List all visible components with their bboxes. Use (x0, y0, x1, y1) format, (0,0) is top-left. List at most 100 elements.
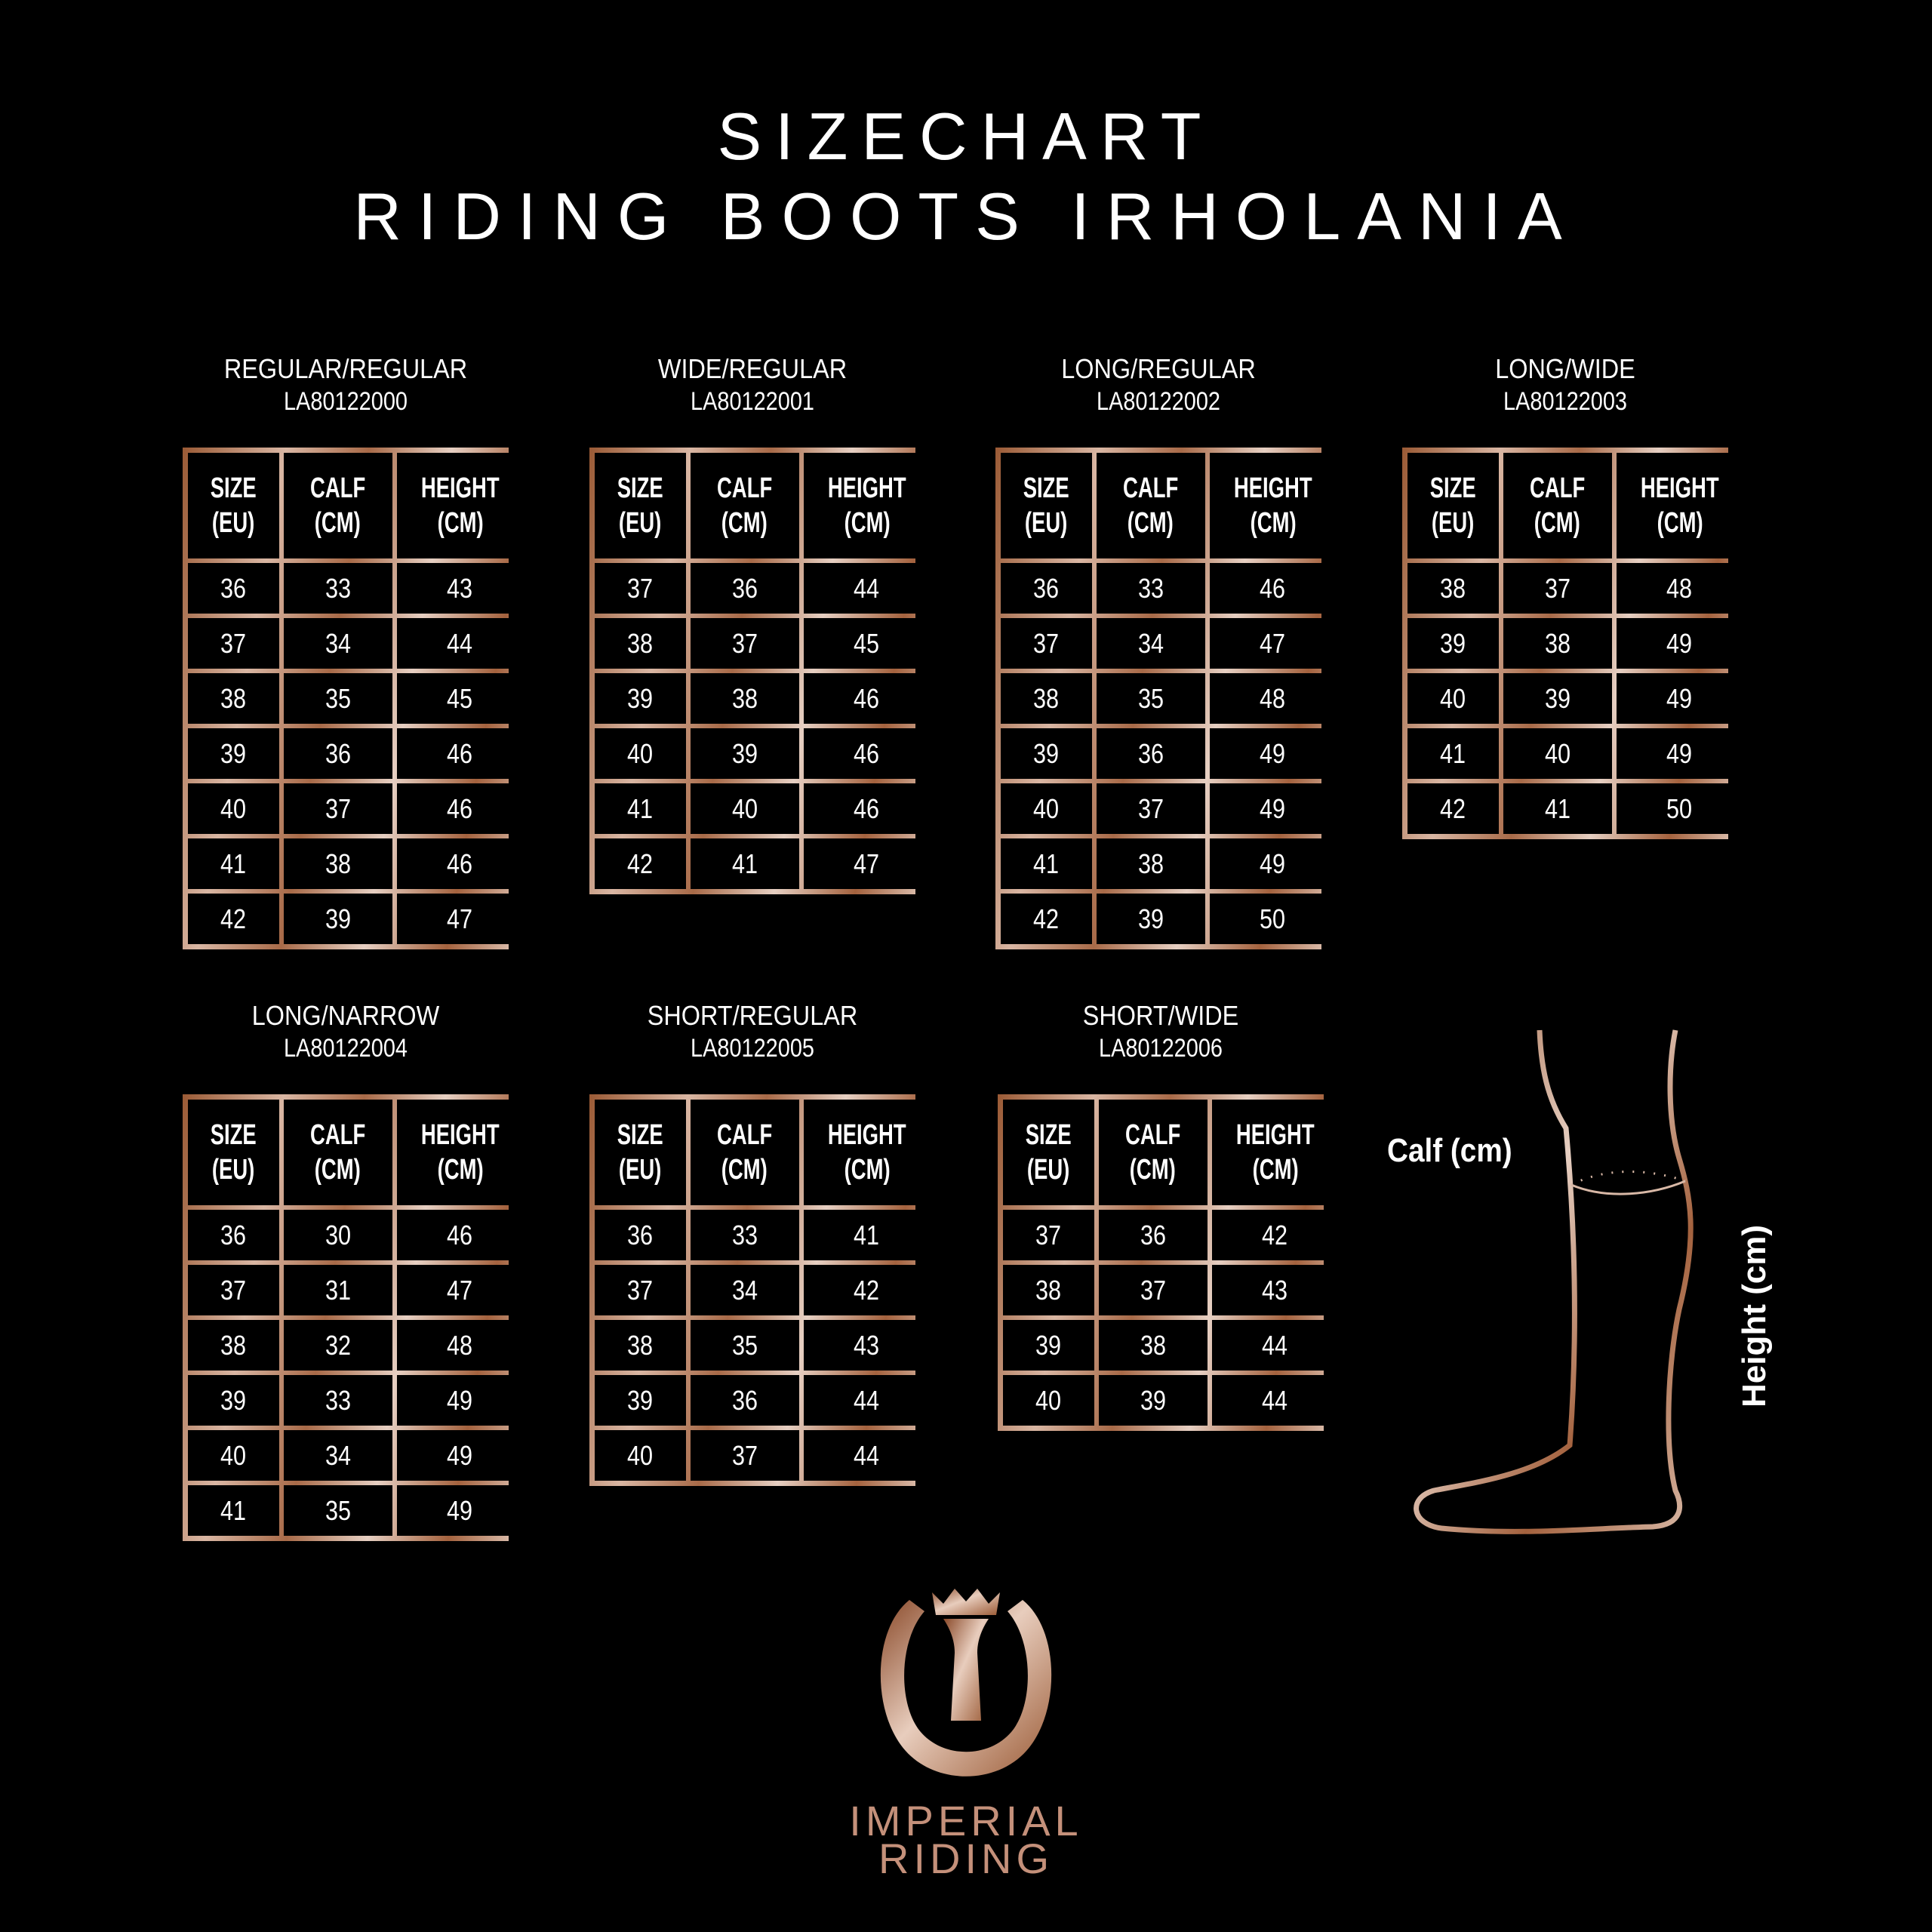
table-cell: 46 (804, 783, 930, 834)
cell-value: 47 (1260, 627, 1286, 659)
header-line: HEIGHT (420, 472, 500, 504)
table-cell: 37 (595, 563, 686, 614)
cell-value: 37 (220, 1274, 247, 1306)
size-group: SHORT/WIDE LA80122006 SIZE (EU) CALF (CM) HE… (998, 1000, 1338, 1431)
cell-value: 46 (854, 682, 880, 714)
cell-value: 36 (220, 1219, 247, 1251)
table-cell: 40 (691, 783, 799, 834)
table-cell: 49 (397, 1375, 523, 1426)
cell-value: 36 (731, 572, 758, 604)
logo-text-imperial: IMPERIAL (849, 1797, 1083, 1844)
table-cell: 46 (397, 728, 523, 779)
size-group: LONG/NARROW LA80122004 SIZE (EU) CALF (CM) H… (183, 1000, 523, 1541)
table-cell: 41 (804, 1210, 930, 1260)
table-cell: 36 (595, 1210, 686, 1260)
cell-value: 49 (447, 1439, 473, 1471)
group-name: SHORT/WIDE (1082, 1000, 1239, 1031)
table-cell: 43 (804, 1320, 930, 1371)
group-name: LONG/NARROW (251, 1000, 440, 1031)
table-cell: 45 (397, 673, 523, 724)
column-header: HEIGHT (CM) (397, 453, 523, 558)
header-line: SIZE (617, 1119, 664, 1151)
table-cell: 47 (397, 1265, 523, 1315)
cell-value: 42 (1033, 903, 1060, 934)
cell-value: 40 (731, 792, 758, 824)
table-cell: 34 (284, 618, 392, 669)
cell-value: 42 (1440, 792, 1466, 824)
table-cell: 39 (1097, 894, 1205, 944)
size-table: SIZE (EU) CALF (CM) HEIGHT (CM) 37 36 44 38 37 45 39… (589, 448, 930, 894)
size-group: LONG/WIDE LA80122003 SIZE (EU) CALF (CM) HEI… (1402, 353, 1743, 839)
cell-value: 41 (1440, 737, 1466, 769)
cell-value: 47 (447, 1274, 473, 1306)
table-cell: 40 (1503, 728, 1612, 779)
table-cell: 39 (595, 1375, 686, 1426)
table-cell: 38 (188, 1320, 279, 1371)
cell-value: 46 (447, 848, 473, 879)
header-line: (EU) (619, 1154, 662, 1186)
table-cell: 41 (1001, 838, 1092, 889)
table-cell: 44 (804, 563, 930, 614)
cell-value: 38 (1035, 1274, 1062, 1306)
column-header: CALF (CM) (691, 1100, 799, 1205)
column-header: SIZE (EU) (188, 1100, 279, 1205)
table-cell: 42 (1001, 894, 1092, 944)
header-line: HEIGHT (1235, 1119, 1315, 1151)
table-cell: 39 (1001, 728, 1092, 779)
header-line: (CM) (1534, 507, 1581, 539)
group-code: LA80122001 (691, 387, 814, 416)
table-cell: 39 (284, 894, 392, 944)
table-cell: 38 (1001, 673, 1092, 724)
table-cell: 49 (397, 1430, 523, 1481)
cell-value: 43 (1262, 1274, 1288, 1306)
size-group: LONG/REGULAR LA80122002 SIZE (EU) CALF (CM)… (995, 353, 1336, 949)
header-line: SIZE (210, 472, 257, 504)
header-line: CALF (310, 1119, 366, 1151)
cell-value: 34 (325, 1439, 352, 1471)
table-cell: 41 (1503, 783, 1612, 834)
table-cell: 36 (284, 728, 392, 779)
header-line: (CM) (721, 507, 768, 539)
size-table: SIZE (EU) CALF (CM) HEIGHT (CM) 36 33 46 37 34 47 38… (995, 448, 1336, 949)
cell-value: 46 (447, 792, 473, 824)
table-cell: 37 (1099, 1265, 1208, 1315)
cell-value: 36 (731, 1384, 758, 1416)
group-name: REGULAR/REGULAR (223, 353, 468, 384)
cell-value: 49 (1260, 737, 1286, 769)
cell-value: 44 (854, 1439, 880, 1471)
table-cell: 48 (1210, 673, 1336, 724)
cell-value: 36 (325, 737, 352, 769)
table-cell: 39 (1003, 1320, 1094, 1371)
cell-value: 39 (1544, 682, 1571, 714)
size-table: SIZE (EU) CALF (CM) HEIGHT (CM) 37 36 42 38 37 43 39… (998, 1094, 1338, 1431)
table-cell: 37 (1001, 618, 1092, 669)
size-table: SIZE (EU) CALF (CM) HEIGHT (CM) 36 33 43 37 34 44 38… (183, 448, 523, 949)
table-cell: 50 (1617, 783, 1743, 834)
cell-value: 32 (325, 1329, 352, 1361)
cell-value: 49 (1260, 792, 1286, 824)
cell-value: 41 (1033, 848, 1060, 879)
table-cell: 46 (397, 1210, 523, 1260)
cell-value: 36 (1137, 737, 1164, 769)
group-code: LA80122004 (284, 1034, 408, 1063)
cell-value: 34 (325, 627, 352, 659)
header-line: HEIGHT (827, 1119, 906, 1151)
cell-value: 48 (447, 1329, 473, 1361)
table-cell: 39 (188, 1375, 279, 1426)
column-header: HEIGHT (CM) (1212, 1100, 1338, 1205)
table-cell: 42 (595, 838, 686, 889)
table-cell: 46 (804, 728, 930, 779)
cell-value: 44 (1262, 1329, 1288, 1361)
cell-value: 37 (1035, 1219, 1062, 1251)
table-cell: 38 (1097, 838, 1205, 889)
cell-value: 33 (731, 1219, 758, 1251)
cell-value: 38 (1137, 848, 1164, 879)
cell-value: 46 (447, 1219, 473, 1251)
table-cell: 37 (691, 618, 799, 669)
header-line: (CM) (844, 507, 890, 539)
cell-value: 38 (1140, 1329, 1167, 1361)
horseshoe-crown-logo-icon (880, 1589, 1052, 1777)
cell-value: 48 (1260, 682, 1286, 714)
table-cell: 47 (397, 894, 523, 944)
header-line: SIZE (1023, 472, 1070, 504)
